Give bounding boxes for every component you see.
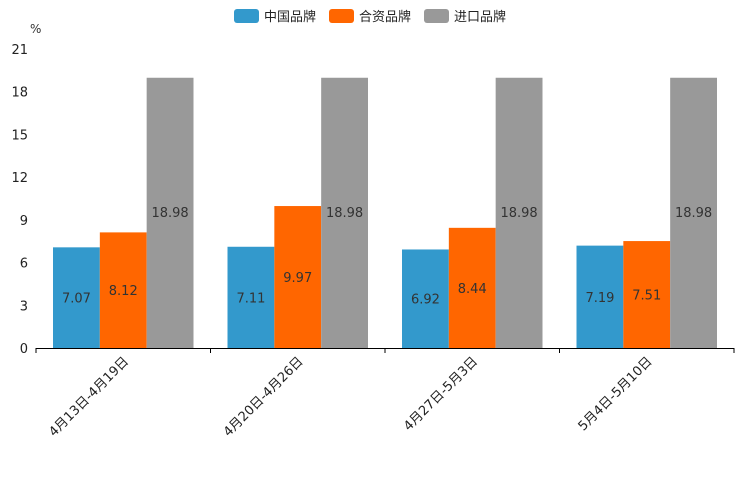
legend-label[interactable]: 进口品牌	[454, 9, 506, 25]
y-axis: 0 3 6 9 12 15 18 21	[11, 43, 28, 357]
bar	[99, 232, 147, 348]
data-label: 7.07	[62, 292, 91, 307]
data-label: 8.12	[109, 284, 138, 299]
bars: 7.07 8.12 18.98 7.11 9.97 18.98 6.92 8.44 18.98 7…	[53, 77, 717, 348]
y-tick-label: 21	[11, 43, 28, 58]
y-tick-label: 12	[11, 171, 28, 186]
bar	[227, 246, 275, 348]
bar	[670, 77, 717, 348]
legend-swatch	[234, 9, 259, 23]
bar	[576, 245, 624, 348]
y-tick-label: 3	[20, 299, 28, 314]
bar	[146, 77, 194, 348]
data-label: 18.98	[675, 206, 712, 221]
data-label: 6.92	[411, 293, 440, 308]
y-tick-label: 6	[20, 257, 28, 272]
x-tick-label: 4月20日-4月26日	[221, 354, 307, 440]
bar	[448, 227, 496, 348]
x-tick-label: 4月27日-5月3日	[401, 354, 481, 434]
y-tick-label: 15	[11, 128, 28, 143]
legend-label[interactable]: 中国品牌	[264, 9, 316, 25]
y-axis-label: %	[30, 22, 41, 36]
bar	[495, 77, 543, 348]
y-tick-label: 0	[20, 342, 28, 357]
data-label: 8.44	[458, 282, 487, 297]
x-tick-label: 5月4日-5月10日	[576, 354, 656, 434]
x-axis: 4月13日-4月19日 4月20日-4月26日 4月27日-5月3日 5月4日-5月1…	[35, 348, 735, 440]
data-label: 18.98	[151, 206, 188, 221]
legend: 中国品牌 合资品牌 进口品牌	[234, 9, 506, 25]
bar	[321, 77, 368, 348]
data-label: 7.19	[585, 291, 614, 306]
bar	[623, 241, 671, 348]
y-tick-label: 18	[11, 86, 28, 101]
x-tick-label: 4月13日-4月19日	[46, 354, 132, 440]
data-label: 18.98	[326, 206, 363, 221]
legend-swatch	[424, 9, 449, 23]
data-label: 18.98	[500, 206, 537, 221]
legend-swatch	[329, 9, 354, 23]
data-label: 7.51	[632, 289, 661, 304]
y-tick-label: 9	[20, 214, 28, 229]
legend-label[interactable]: 合资品牌	[359, 9, 411, 25]
bar	[402, 249, 449, 348]
data-label: 9.97	[283, 271, 312, 286]
data-label: 7.11	[236, 291, 265, 306]
bar	[274, 206, 322, 348]
bar	[53, 247, 100, 348]
